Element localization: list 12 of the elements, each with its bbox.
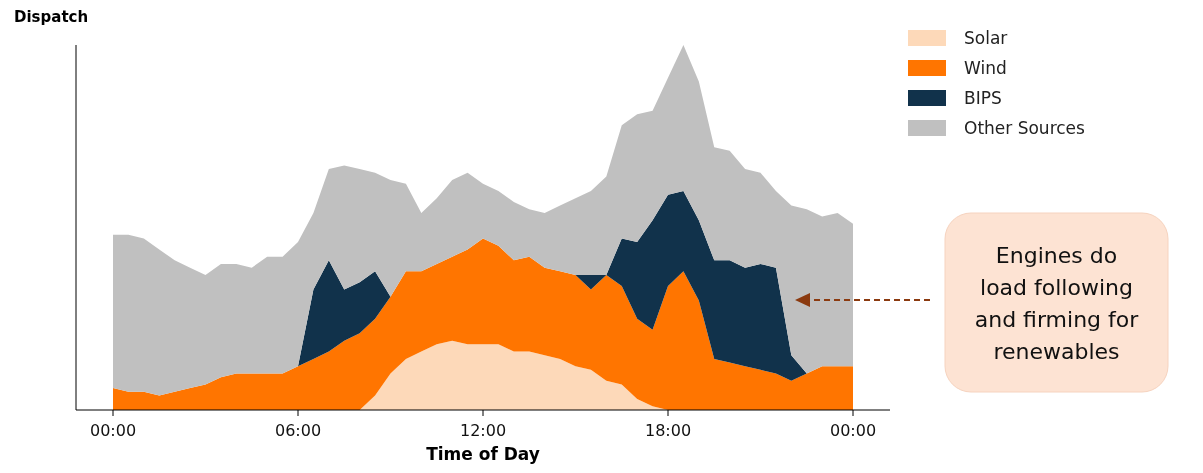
- x-tick-label: 00:00: [89, 421, 137, 440]
- text: Engines do load following and firming for renewables: [974, 242, 1140, 364]
- x-axis-title: Time of Day: [426, 444, 540, 464]
- legend-label: Other Sources: [964, 118, 1086, 138]
- x-tick-label: 06:00: [274, 421, 322, 440]
- y-axis-title: Dispatch: [14, 8, 89, 26]
- legend-label: Solar: [964, 28, 1008, 48]
- legend-label: Wind: [964, 58, 1007, 78]
- x-tick-label: 00:00: [829, 421, 877, 440]
- legend-label: BIPS: [964, 88, 1002, 108]
- x-tick-label: 12:00: [459, 421, 507, 440]
- x-tick-label: 18:00: [644, 421, 692, 440]
